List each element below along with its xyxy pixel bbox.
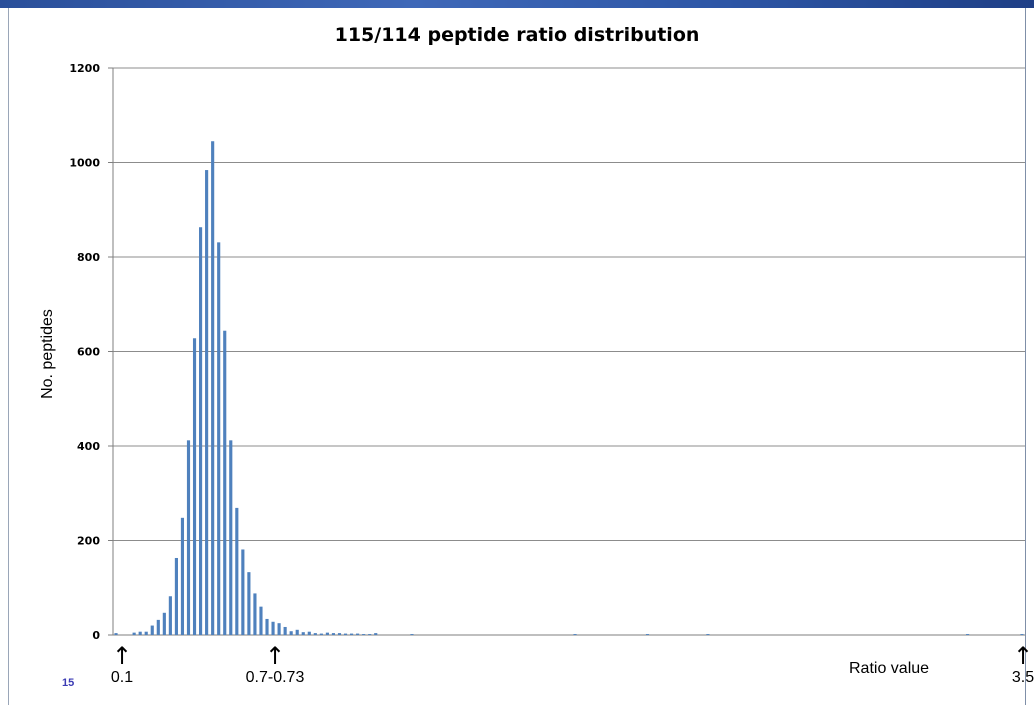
histogram-bar [114,633,118,635]
histogram-bar [235,507,239,635]
up-arrow-icon: ↑ [264,642,286,670]
histogram-bar [229,440,233,635]
histogram-bar [343,633,348,635]
histogram-bar [265,618,269,635]
histogram-bar [349,633,354,635]
y-tick-label: 1200 [69,62,100,75]
histogram-bar [223,330,227,635]
histogram-bar [205,170,209,635]
histogram-bar [325,632,329,635]
y-tick-label: 200 [77,535,100,548]
histogram-bar [356,633,360,635]
histogram-bar [271,621,275,635]
histogram-bar [138,631,142,635]
histogram-bar [313,633,317,635]
y-tick-label: 0 [92,629,100,642]
y-tick-label: 1000 [69,157,100,170]
annotation-label: 0.7-0.73 [245,669,305,686]
header-band [0,0,1034,8]
annotation-ratio-3-5: ↑ 3.5 [983,643,1034,687]
histogram-bar [966,634,970,635]
histogram-bar [132,632,136,635]
histogram-bar [162,612,166,635]
y-tick-label: 400 [77,440,100,453]
annotation-label: 3.5 [1011,669,1034,686]
histogram-bar [174,557,178,635]
histogram-bar [362,634,366,635]
histogram-bar [144,631,148,635]
histogram-bar [368,634,372,635]
histogram-bar [573,634,577,635]
up-arrow-icon: ↑ [1012,642,1034,670]
slide-border-left [8,8,9,705]
histogram-bar [199,227,203,636]
slide-number: 15 [62,677,75,689]
slide-border-right [1025,8,1026,705]
histogram-bar [1020,634,1024,635]
histogram-bar [192,338,197,635]
histogram-bar [277,623,281,635]
histogram-bar [186,440,191,635]
histogram-bar [241,549,245,635]
y-tick-label: 600 [77,346,100,359]
histogram-bar [319,633,323,635]
histogram-bar [253,593,257,635]
histogram-bar [168,596,172,635]
x-axis-label: Ratio value [849,660,930,677]
histogram-bar [150,625,154,635]
histogram-bar [374,633,378,635]
annotation-label: 0.1 [110,669,134,686]
histogram-bar [289,631,293,635]
histogram-bar [217,242,221,636]
histogram-bar [180,517,185,635]
histogram-bar [410,634,414,635]
histogram-bar [259,606,263,635]
histogram-bar [283,626,287,635]
histogram-bar [211,141,215,636]
y-tick-label: 800 [77,251,100,264]
histogram-bar [307,631,311,635]
histogram-bar [645,634,650,635]
up-arrow-icon: ↑ [111,642,133,670]
chart-title: 115/114 peptide ratio distribution [334,24,700,46]
histogram-bar [331,633,336,635]
histogram-bar [337,633,342,635]
histogram-bar [156,619,160,635]
histogram-bar [295,629,299,635]
histogram-bar [247,572,251,635]
histogram-bar [706,634,710,635]
annotation-ratio-0-7: ↑ 0.7-0.73 [235,643,315,687]
histogram-bar [301,632,305,635]
annotation-ratio-0-1: ↑ 0.1 [82,643,162,687]
